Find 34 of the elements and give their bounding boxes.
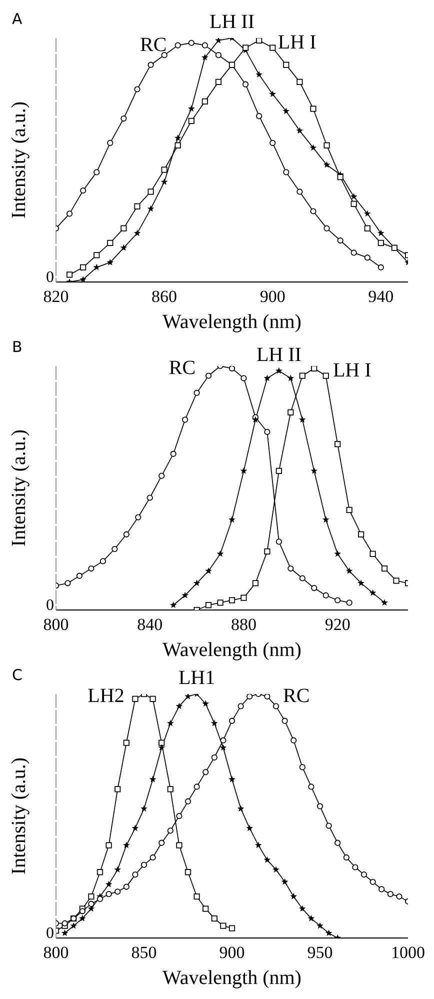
- chart-title: A: [12, 10, 22, 28]
- series-label: RC: [140, 34, 167, 56]
- series-label: LH I: [332, 359, 372, 382]
- y-axis-title: Intensity (a.u.): [8, 757, 30, 875]
- series-label: LH I: [278, 31, 316, 54]
- series-label: LH II: [210, 11, 254, 33]
- chart-title: B: [12, 338, 22, 356]
- x-tick-label: 900: [260, 287, 286, 306]
- x-axis-title: Wavelength (nm): [162, 639, 302, 661]
- x-tick-label: 840: [137, 615, 163, 634]
- y-axis-title: Intensity (a.u.): [8, 429, 30, 547]
- x-tick-label: 950: [307, 943, 333, 962]
- series-label: LH2: [88, 685, 124, 707]
- x-tick-label: 940: [368, 287, 394, 306]
- x-tick-label: 800: [43, 943, 69, 962]
- x-tick-label: 900: [219, 943, 245, 962]
- x-tick-label: 880: [230, 615, 256, 634]
- y-axis-title: Intensity (a.u.): [8, 101, 30, 219]
- series-label: LH1: [178, 667, 216, 689]
- x-tick-label: 800: [43, 615, 69, 634]
- x-tick-label: 1000: [391, 943, 425, 962]
- x-tick-label: 850: [131, 943, 157, 962]
- text: 0: [46, 925, 54, 942]
- x-tick-label: 920: [324, 615, 350, 634]
- series-label: RC: [283, 685, 310, 707]
- text: 0: [46, 597, 54, 614]
- series-label: RC: [168, 357, 196, 379]
- text: 0: [46, 269, 54, 286]
- series-label: LH II: [256, 344, 302, 366]
- x-axis-title: Wavelength (nm): [162, 967, 302, 989]
- chart-title: C: [12, 666, 22, 684]
- x-axis-title: Wavelength (nm): [162, 311, 302, 333]
- x-tick-label: 860: [152, 287, 178, 306]
- x-tick-label: 820: [43, 287, 69, 306]
